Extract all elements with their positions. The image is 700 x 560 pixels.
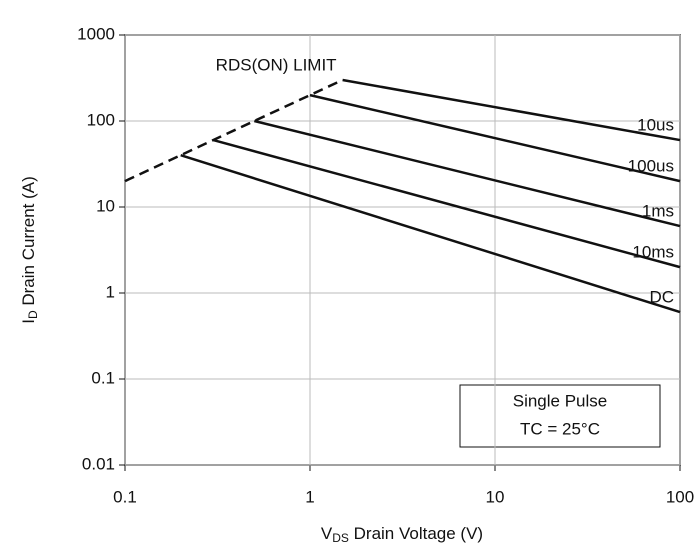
x-tick-label: 100 (666, 487, 694, 506)
curve-label: RDS(ON) LIMIT (216, 55, 337, 74)
y-tick-label: 10 (96, 196, 115, 215)
y-label-text: Drain Current (A) (19, 176, 38, 310)
y-tick-label: 100 (87, 110, 115, 129)
y-tick-label: 1 (106, 282, 115, 301)
y-tick-label: 0.01 (82, 454, 115, 473)
x-label-text: Drain Voltage (V) (349, 524, 483, 543)
chart: VDS Drain Voltage (V) ID Drain Current (… (0, 0, 700, 560)
curve-label: 10us (637, 116, 674, 135)
x-tick-label: 1 (305, 487, 314, 506)
curve (181, 155, 680, 312)
curve (343, 80, 680, 140)
curve-label: 1ms (642, 202, 674, 221)
annotation: Single Pulse (513, 391, 608, 410)
y-label-sub: D (26, 310, 40, 319)
annotation: TC = 25°C (520, 419, 600, 438)
y-axis-label: ID Drain Current (A) (19, 176, 40, 324)
curve-label: 100us (628, 157, 674, 176)
x-tick-label: 0.1 (113, 487, 137, 506)
curve-label: 10ms (632, 243, 674, 262)
y-tick-label: 1000 (77, 24, 115, 43)
x-label-sub: DS (332, 531, 349, 545)
curve-label: DC (649, 288, 674, 307)
curve (213, 140, 680, 267)
x-tick-label: 10 (486, 487, 505, 506)
y-tick-label: 0.1 (91, 368, 115, 387)
x-label-symbol: V (321, 524, 333, 543)
x-axis-label: VDS Drain Voltage (V) (321, 524, 483, 545)
